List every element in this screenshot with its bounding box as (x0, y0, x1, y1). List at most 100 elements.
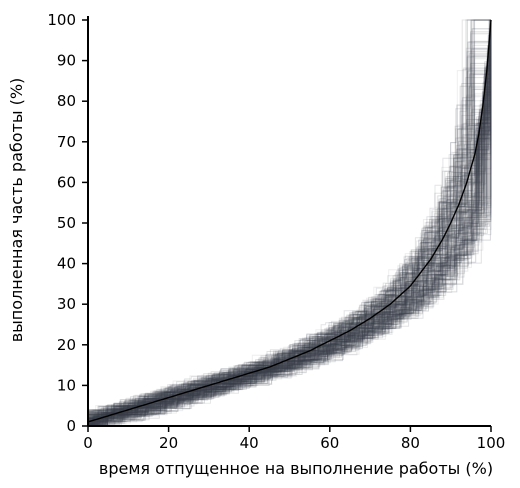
simulation-run-line (88, 33, 492, 423)
simulation-run-line (88, 20, 492, 421)
simulation-run-line (88, 20, 492, 414)
simulation-run-line (88, 22, 492, 421)
simulation-run-line (88, 19, 491, 422)
simulation-run-line (88, 19, 492, 419)
simulation-run-line (88, 20, 492, 420)
simulation-run-line (88, 20, 492, 424)
simulation-run-line (88, 20, 492, 426)
simulation-run-line (88, 20, 492, 426)
simulation-run-line (88, 20, 492, 419)
simulation-run-line (88, 20, 492, 420)
x-tick-label: 100 (477, 434, 506, 452)
simulation-run-line (88, 20, 492, 421)
simulation-run-line (88, 28, 492, 425)
simulation-run-line (88, 20, 492, 424)
simulation-run-line (88, 19, 491, 426)
simulation-run-line (88, 20, 492, 423)
simulation-run-line (88, 34, 492, 423)
simulation-run-line (88, 20, 492, 413)
simulation-run-line (88, 20, 492, 415)
simulation-run-line (88, 20, 492, 426)
simulation-run-line (88, 20, 492, 415)
simulation-run-line (88, 20, 492, 425)
simulation-run-line (88, 20, 492, 418)
simulation-run-line (88, 21, 492, 426)
simulation-run-line (88, 20, 492, 414)
simulation-run-line (88, 19, 491, 423)
simulation-run-line (88, 19, 492, 426)
simulation-run-line (88, 31, 492, 422)
simulation-run-line (88, 19, 491, 415)
simulation-run-line (88, 20, 492, 419)
simulation-run-line (88, 20, 492, 425)
simulation-run-line (88, 20, 492, 423)
simulation-run-line (88, 20, 492, 424)
simulation-run-line (88, 20, 492, 425)
y-tick-label: 50 (57, 214, 76, 232)
simulation-run-line (88, 20, 492, 422)
simulation-run-line (88, 30, 492, 421)
simulation-run-line (88, 20, 492, 424)
y-tick-label: 10 (57, 376, 76, 394)
simulation-run-line (88, 20, 492, 424)
simulation-run-line (88, 24, 492, 415)
simulation-run-line (88, 19, 491, 423)
simulation-run-line (88, 20, 492, 424)
simulation-run-line (88, 30, 492, 423)
simulation-run-line (88, 30, 492, 419)
simulation-run-line (88, 19, 491, 416)
simulation-run-line (88, 19, 491, 419)
simulation-run-line (88, 20, 492, 422)
simulation-run-line (88, 20, 492, 422)
simulation-run-line (88, 34, 492, 411)
x-axis-ticks: 0 20 40 60 80 100 (83, 426, 505, 452)
simulation-run-line (88, 20, 492, 420)
simulation-run-line (88, 25, 492, 426)
simulation-run-line (88, 21, 492, 423)
simulation-run-line (88, 20, 492, 424)
y-axis-ticks: 0 10 20 30 40 50 60 70 80 90 100 (47, 11, 88, 435)
simulation-run-line (88, 22, 492, 419)
simulation-run-line (88, 20, 492, 424)
simulation-run-line (88, 19, 491, 419)
simulation-run-line (88, 24, 492, 421)
simulation-run-line (88, 20, 492, 421)
simulation-run-line (88, 20, 492, 425)
simulation-run-line (88, 19, 491, 418)
simulation-run-line (88, 19, 492, 417)
simulation-run-line (88, 20, 492, 425)
simulation-run-line (88, 20, 492, 424)
x-tick-label: 80 (401, 434, 420, 452)
simulation-run-line (88, 20, 492, 426)
simulation-run-line (88, 21, 492, 424)
simulation-run-line (88, 20, 492, 423)
simulation-run-line (88, 20, 492, 421)
simulation-run-line (88, 20, 492, 420)
simulation-run-line (88, 21, 492, 422)
simulation-run-line (88, 20, 492, 423)
simulation-run-line (88, 26, 492, 415)
simulation-run-line (88, 20, 492, 416)
simulation-run-line (88, 20, 492, 426)
simulation-run-line (88, 20, 492, 422)
simulation-run-line (88, 20, 492, 416)
simulation-run-line (88, 20, 492, 417)
simulation-run-line (88, 20, 492, 426)
simulation-run-line (88, 20, 492, 414)
simulation-run-line (88, 20, 492, 416)
simulation-run-line (88, 20, 492, 425)
simulation-run-line (88, 20, 492, 419)
simulation-run-line (88, 30, 491, 427)
x-axis-label: время отпущенное на выполнение работы (%… (99, 459, 493, 478)
simulation-run-line (88, 20, 492, 426)
simulation-run-line (88, 19, 491, 426)
simulation-run-line (88, 20, 492, 417)
simulation-run-line (88, 20, 492, 426)
simulation-run-line (88, 20, 492, 427)
simulation-run-line (88, 20, 492, 413)
simulation-run-line (88, 20, 492, 420)
simulation-run-line (88, 20, 492, 419)
x-tick-label: 0 (83, 434, 93, 452)
simulation-run-line (88, 19, 491, 413)
simulation-run-line (88, 20, 492, 420)
